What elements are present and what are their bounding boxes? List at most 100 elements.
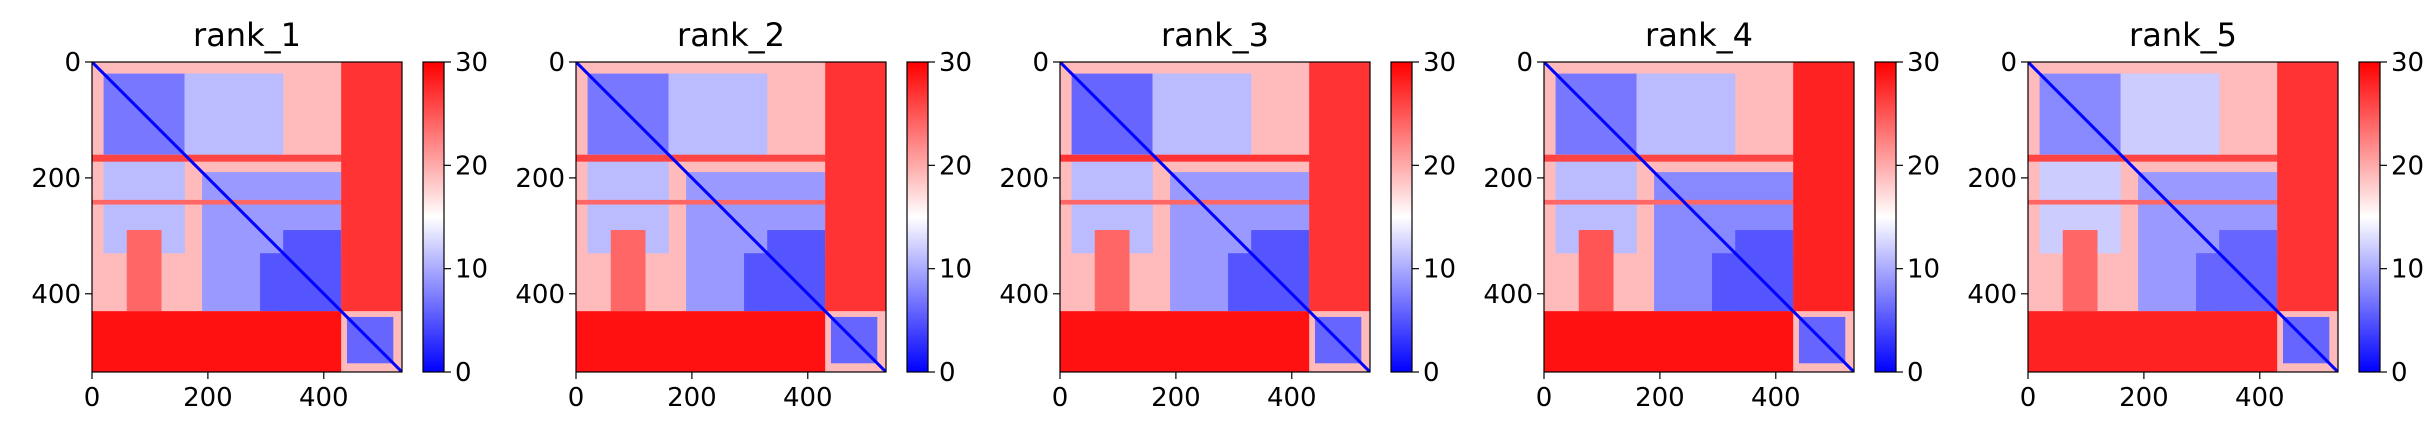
x-tick-label: 0 — [84, 383, 101, 413]
colorbar-tick-label: 20 — [1907, 151, 1940, 181]
y-tick-label: 400 — [1967, 280, 2017, 310]
colorbar: 0 10 20 30 — [1390, 48, 1456, 388]
heatmap-band — [341, 62, 402, 312]
heatmap-diagonal — [2028, 62, 2338, 372]
x-tick-label: 400 — [2235, 383, 2285, 413]
colorbar-gradient — [906, 61, 929, 373]
y-tick-label: 0 — [64, 48, 81, 78]
chart-title: rank_5 — [2129, 16, 2237, 54]
colorbar-tick-label: 0 — [1907, 358, 1924, 388]
heatmap-band — [2277, 62, 2338, 312]
colorbar-gradient — [1390, 61, 1413, 373]
colorbar: 0 10 20 30 — [2358, 48, 2424, 388]
x-tick-label: 0 — [2020, 383, 2037, 413]
x-tick-label: 400 — [1751, 383, 1801, 413]
heatmap-panel: rank_1 0 200 400 0 200 400 0 10 20 30 — [31, 16, 488, 413]
y-tick-label: 200 — [999, 164, 1049, 194]
colorbar-tick-label: 30 — [2391, 48, 2424, 78]
plot-frame — [2027, 61, 2339, 373]
x-tick-label: 200 — [667, 383, 717, 413]
heatmap-band — [92, 154, 402, 162]
heatmap-block — [1636, 73, 1736, 155]
heatmap-block — [668, 73, 768, 155]
colorbar-tick-label: 0 — [1423, 358, 1440, 388]
heatmap-band — [576, 199, 886, 205]
heatmap-cells — [1544, 62, 1854, 372]
colorbar-tick-label: 10 — [1907, 255, 1940, 285]
x-tick-label: 0 — [1052, 383, 1069, 413]
x-tick-label: 0 — [568, 383, 585, 413]
heatmap-block — [2120, 73, 2220, 155]
y-tick-label: 200 — [515, 164, 565, 194]
y-tick-label: 0 — [1516, 48, 1533, 78]
heatmap-block — [184, 73, 284, 155]
heatmap-block — [1152, 73, 1252, 155]
colorbar-tick-label: 30 — [455, 48, 488, 78]
y-tick-label: 400 — [515, 280, 565, 310]
heatmap-cells — [576, 62, 886, 372]
heatmap-band — [1060, 199, 1370, 205]
heatmap-diagonal — [1544, 62, 1854, 372]
chart-title: rank_1 — [193, 16, 301, 54]
colorbar-tick-label: 0 — [939, 358, 956, 388]
heatmap-panel: rank_2 0 200 400 0 200 400 0 10 20 30 — [515, 16, 972, 413]
heatmap-cells — [1060, 62, 1370, 372]
colorbar-gradient — [1874, 61, 1897, 373]
colorbar: 0 10 20 30 — [906, 48, 972, 388]
y-tick-label: 200 — [1483, 164, 1533, 194]
heatmap-panel: rank_4 0 200 400 0 200 400 0 10 20 30 — [1483, 16, 1940, 413]
chart-title: rank_3 — [1161, 16, 1269, 54]
heatmap-panel: rank_5 0 200 400 0 200 400 0 10 20 30 — [1967, 16, 2424, 413]
heatmap-diagonal — [92, 62, 402, 372]
x-tick-label: 200 — [1635, 383, 1685, 413]
heatmap-band — [825, 62, 886, 312]
y-tick-label: 0 — [2000, 48, 2017, 78]
heatmap-cells — [2028, 62, 2338, 372]
colorbar-tick-label: 10 — [939, 255, 972, 285]
x-tick-label: 400 — [1267, 383, 1317, 413]
chart-title: rank_2 — [677, 16, 785, 54]
colorbar-gradient — [2358, 61, 2381, 373]
colorbar: 0 10 20 30 — [1874, 48, 1940, 388]
colorbar-tick-label: 20 — [2391, 151, 2424, 181]
x-tick-label: 0 — [1536, 383, 1553, 413]
x-tick-label: 200 — [2119, 383, 2169, 413]
x-tick-label: 400 — [783, 383, 833, 413]
heatmap-block — [2196, 253, 2278, 312]
heatmap-diagonal — [576, 62, 886, 372]
heatmap-band — [1094, 230, 1130, 312]
heatmap-diagonal — [1060, 62, 1370, 372]
colorbar-gradient — [422, 61, 445, 373]
heatmap-band — [1544, 311, 1794, 372]
y-tick-label: 200 — [1967, 164, 2017, 194]
x-tick-label: 400 — [299, 383, 349, 413]
heatmap-band — [126, 230, 162, 312]
heatmap-band — [1309, 62, 1370, 312]
plot-frame — [1543, 61, 1855, 373]
heatmap-band — [1544, 154, 1854, 162]
colorbar-tick-label: 20 — [455, 151, 488, 181]
colorbar-tick-label: 30 — [1423, 48, 1456, 78]
y-tick-label: 400 — [999, 280, 1049, 310]
heatmap-band — [2028, 154, 2338, 162]
heatmap-block — [744, 253, 826, 312]
plot-frame — [1059, 61, 1371, 373]
heatmap-block — [1712, 253, 1794, 312]
heatmap-band — [576, 154, 886, 162]
heatmap-band — [1578, 230, 1614, 312]
heatmap-cells — [92, 62, 402, 372]
heatmap-band — [92, 199, 402, 205]
colorbar-tick-label: 30 — [1907, 48, 1940, 78]
heatmap-band — [576, 311, 826, 372]
colorbar-tick-label: 20 — [1423, 151, 1456, 181]
heatmap-band — [1793, 62, 1854, 312]
colorbar-tick-label: 10 — [2391, 255, 2424, 285]
heatmap-band — [2028, 311, 2278, 372]
plot-frame — [575, 61, 887, 373]
chart-title: rank_4 — [1645, 16, 1753, 54]
heatmap-block — [260, 253, 342, 312]
heatmap-block — [1228, 253, 1310, 312]
heatmap-band — [92, 311, 342, 372]
colorbar-tick-label: 0 — [455, 358, 472, 388]
y-tick-label: 0 — [1032, 48, 1049, 78]
